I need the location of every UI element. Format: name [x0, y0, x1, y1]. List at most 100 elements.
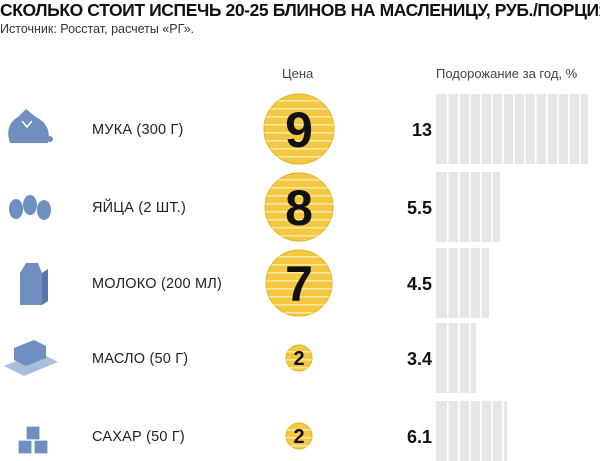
category-label: МАСЛО (50 Г): [92, 351, 188, 367]
coin-stripe: [264, 124, 334, 126]
coin-stripes: [286, 351, 312, 369]
coin-stripe: [264, 108, 334, 110]
rise-bar-divider: [491, 94, 493, 164]
coin-stripe: [266, 264, 332, 266]
rise-bar-fill: [436, 401, 507, 461]
rise-bar-divider: [480, 248, 482, 318]
coin-stripe: [265, 235, 333, 237]
rise-bar-divider: [447, 323, 449, 393]
price-value: 7: [285, 256, 313, 312]
category-label: САХАР (50 Г): [92, 429, 185, 445]
price-value: 2: [293, 426, 304, 448]
coin-stripe: [265, 179, 333, 181]
rise-bar-divider: [546, 94, 548, 164]
rise-bar: [436, 94, 588, 164]
price-coin: [263, 93, 335, 165]
coin-stripe: [265, 227, 333, 229]
flour-bag-tie: [21, 120, 33, 129]
coin-stripe: [266, 256, 332, 258]
price-coin: [265, 249, 333, 317]
rise-bar-divider: [447, 172, 449, 242]
category-label: МОЛОКО (200 МЛ): [92, 276, 222, 292]
butter-icon: [4, 340, 58, 376]
coin-stripe: [266, 272, 332, 274]
sugar-cube: [25, 425, 41, 441]
coin-stripe: [286, 429, 312, 431]
rise-bar: [436, 248, 489, 318]
coin-stripe: [264, 132, 334, 134]
coin-stripe: [286, 367, 312, 369]
rise-bar-divider: [579, 94, 581, 164]
rise-value: 6.1: [407, 427, 432, 447]
rise-bar-divider: [568, 94, 570, 164]
coin-stripe: [265, 195, 333, 197]
category-label: ЯЙЦА (2 ШТ.): [92, 198, 186, 216]
rise-bar-divider: [458, 94, 460, 164]
price-value: 8: [285, 180, 313, 236]
rise-bar-divider: [535, 94, 537, 164]
rise-bar-fill: [436, 94, 588, 164]
coin-stripe: [286, 437, 312, 439]
coin-stripe: [286, 351, 312, 353]
rise-bar-divider: [502, 401, 504, 461]
carton-side: [42, 269, 48, 305]
milk-carton-icon: [20, 263, 48, 305]
coin-stripes: [266, 256, 332, 314]
coin-stripe: [265, 187, 333, 189]
sugar-cubes-icon: [17, 425, 49, 455]
chart-row: МАСЛО (50 Г) 2 3.4: [4, 323, 476, 393]
rise-bar-divider: [469, 401, 471, 461]
coin-stripe: [264, 116, 334, 118]
rise-bar-divider: [447, 401, 449, 461]
rise-bar-divider: [458, 248, 460, 318]
chart-row: САХАР (50 Г) 2 6.1: [17, 401, 507, 461]
rise-bar-divider: [491, 401, 493, 461]
rise-bar-divider: [480, 401, 482, 461]
coin-stripe: [264, 140, 334, 142]
category-label: МУКА (300 Г): [92, 122, 184, 138]
rise-bar-divider: [513, 94, 515, 164]
rise-bar-divider: [469, 323, 471, 393]
egg-shape: [23, 195, 37, 215]
rise-value: 5.5: [407, 198, 432, 218]
rise-bar-divider: [469, 248, 471, 318]
rise-bar-divider: [447, 248, 449, 318]
rise-bar: [436, 401, 507, 461]
rise-bar-divider: [447, 94, 449, 164]
coin-stripe: [265, 211, 333, 213]
eggs-icon: [9, 195, 51, 220]
rise-bar: [436, 323, 476, 393]
rise-value: 13: [412, 120, 432, 140]
chart-row: ЯЙЦА (2 ШТ.) 8 5.5: [9, 172, 500, 242]
rise-bar-divider: [458, 323, 460, 393]
butter-block: [14, 340, 46, 366]
coin-stripe: [286, 445, 312, 447]
coin-stripe: [264, 100, 334, 102]
sugar-cube: [17, 439, 33, 455]
coin-stripe: [266, 312, 332, 314]
coin-stripe: [264, 156, 334, 158]
rise-bar-divider: [502, 94, 504, 164]
rise-bar-divider: [458, 401, 460, 461]
coin-stripe: [266, 304, 332, 306]
egg-shape: [9, 199, 23, 219]
price-value: 2: [293, 348, 304, 370]
price-coin: [264, 172, 334, 242]
sugar-cube: [33, 439, 49, 455]
coin-stripe: [264, 148, 334, 150]
coin-stripes: [286, 429, 312, 447]
rise-bar-divider: [557, 94, 559, 164]
source-note: Источник: Росстат, расчеты «РГ».: [0, 22, 194, 36]
rise-value: 3.4: [407, 349, 432, 369]
chart-row: МОЛОКО (200 МЛ) 7 4.5: [20, 248, 489, 318]
rise-bar-fill: [436, 172, 500, 242]
chart-row: МУКА (300 Г) 9 13: [8, 93, 588, 165]
flour-spill: [47, 136, 53, 142]
rise-bar-divider: [491, 172, 493, 242]
coin-stripes: [265, 179, 333, 237]
price-value: 9: [285, 102, 313, 158]
coin-stripe: [266, 296, 332, 298]
carton-shape: [20, 263, 42, 305]
rise-value: 4.5: [407, 274, 432, 294]
